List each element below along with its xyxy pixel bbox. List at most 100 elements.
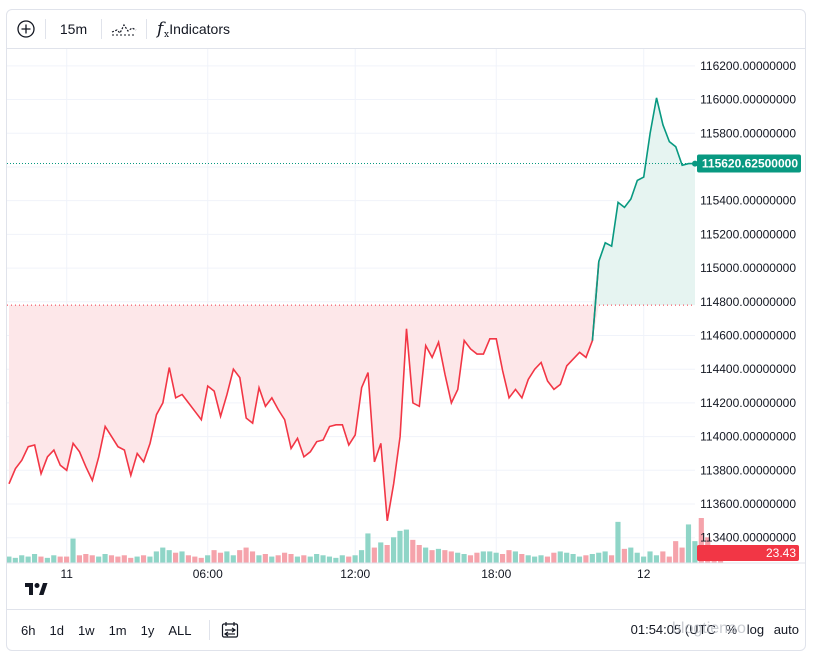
volume-bar [487, 551, 493, 563]
interval-label: 15m [59, 21, 88, 37]
last-price-label: 115620.62500000 [702, 156, 798, 170]
volume-bar [397, 530, 403, 563]
range-1d[interactable]: 1d [49, 622, 64, 638]
volume-bar [31, 554, 38, 563]
volume-bar [666, 556, 672, 563]
volume-bar [378, 542, 384, 563]
volume-bar [179, 551, 185, 563]
date-range-button[interactable] [220, 620, 240, 640]
volume-bar [147, 556, 153, 563]
volume-bar [12, 557, 18, 563]
volume-bar [57, 556, 63, 563]
volume-bar [570, 554, 576, 563]
volume-label-bg [697, 545, 799, 561]
price-tick-label: 116200.00000000 [700, 59, 796, 73]
volume-bar [698, 518, 704, 563]
volume-bar [185, 555, 191, 563]
volume-bar [89, 555, 95, 563]
price-tick-label: 113800.00000000 [700, 463, 796, 477]
volume-bar [173, 552, 179, 563]
volume-bar [7, 556, 12, 563]
volume-bar [102, 554, 108, 563]
volume-bar [634, 552, 640, 563]
range-1y[interactable]: 1y [140, 622, 155, 638]
volume-bar [333, 557, 339, 563]
volume-bar [692, 541, 698, 563]
chart-style-button[interactable] [102, 10, 146, 48]
price-tick-label: 115200.00000000 [700, 227, 796, 241]
volume-bar [282, 552, 288, 563]
tradingview-logo-icon [25, 583, 48, 595]
volume-bar [455, 552, 461, 563]
volume-bar [70, 538, 76, 563]
volume-bar [435, 548, 442, 563]
volume-bar [352, 555, 358, 563]
candles-line-icon [111, 23, 137, 36]
chart-pane[interactable]: 116200.00000000 116000.00000000 115800.000… [7, 49, 805, 595]
price-line-up[interactable] [591, 97, 695, 341]
volume-bar [44, 557, 50, 563]
volume-bar [243, 547, 249, 563]
volume-bar [647, 551, 653, 563]
up-area-fill [592, 97, 695, 306]
volume-bar [621, 548, 627, 563]
price-tick-label: 113400.00000000 [700, 531, 796, 545]
toolbar-divider [101, 19, 102, 39]
volume-bar [390, 537, 397, 563]
range-1w[interactable]: 1w [77, 622, 95, 638]
add-symbol-button[interactable] [7, 10, 45, 48]
last-price-label-bg [697, 154, 801, 173]
volume-bar [660, 551, 666, 563]
volume-bar [615, 521, 621, 563]
interval-button[interactable]: 15m [46, 10, 101, 48]
price-tick-label: 114200.00000000 [700, 396, 796, 410]
volume-bar [384, 545, 390, 563]
volume-bar [153, 551, 159, 563]
volume-bar [301, 555, 307, 563]
volume-bar [538, 555, 544, 563]
date-range-icon [221, 622, 238, 638]
volume-bar [358, 550, 365, 563]
volume-bar [525, 555, 531, 563]
volume-bar [512, 551, 518, 563]
volume-bar [211, 550, 217, 563]
volume-bar [564, 552, 570, 563]
time-tick-label: 12 [637, 567, 651, 581]
price-line-down[interactable] [8, 261, 600, 522]
range-1m[interactable]: 1m [108, 622, 127, 638]
auto-toggle[interactable]: auto [773, 622, 799, 637]
volume-bar [64, 556, 70, 563]
volume-bar [326, 556, 333, 563]
percent-toggle[interactable]: % [725, 622, 738, 637]
volume-bar [230, 555, 236, 563]
price-chart[interactable]: 116200.00000000 116000.00000000 115800.000… [7, 49, 805, 584]
toolbar-divider [208, 620, 210, 640]
watermark: blogtienao [672, 620, 746, 637]
volume-bar [320, 555, 326, 563]
volume-bar [429, 550, 435, 563]
volume-bar [166, 550, 172, 563]
time-tick-label: 06:00 [193, 567, 223, 581]
time-tick-label: 18:00 [481, 567, 511, 581]
volume-bar [448, 551, 454, 563]
volume-bar [294, 556, 300, 563]
volume-bar [410, 539, 416, 563]
time-tick-label: 12:00 [340, 567, 370, 581]
volume-bar [121, 555, 127, 563]
price-tick-label: 115800.00000000 [700, 126, 796, 140]
volume-bar [653, 555, 660, 563]
range-all[interactable]: ALL [168, 622, 192, 638]
volume-bar [532, 556, 538, 563]
log-toggle[interactable]: log [746, 622, 765, 637]
indicators-label: Indicators [169, 21, 230, 37]
volume-bar [76, 555, 82, 563]
clock-and-scale: 01:54:05 (UTC % log auto [631, 622, 799, 637]
tradingview-logo [21, 577, 51, 601]
range-6h[interactable]: 6h [21, 622, 36, 638]
volume-bar [583, 555, 589, 563]
volume-bar [205, 555, 211, 563]
down-area-fill [9, 305, 599, 521]
utc-clock[interactable]: 01:54:05 (UTC [630, 622, 716, 637]
